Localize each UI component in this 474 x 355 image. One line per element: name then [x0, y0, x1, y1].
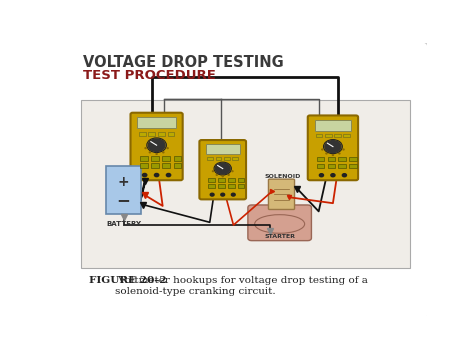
Text: VOLTAGE DROP TESTING: VOLTAGE DROP TESTING [83, 55, 284, 70]
Circle shape [156, 153, 157, 154]
Bar [325, 134, 331, 137]
Bar [216, 157, 221, 160]
Circle shape [166, 174, 171, 177]
Bar [206, 144, 240, 154]
Bar [208, 178, 215, 182]
Circle shape [343, 149, 344, 150]
Bar [218, 184, 225, 188]
Circle shape [148, 139, 165, 151]
Bar [315, 120, 351, 131]
Bar [228, 178, 235, 182]
Bar [208, 184, 215, 188]
FancyBboxPatch shape [268, 179, 294, 209]
Circle shape [342, 174, 346, 177]
Bar [151, 163, 159, 168]
Bar [139, 132, 146, 136]
Circle shape [221, 193, 225, 196]
Bar [151, 156, 159, 160]
Circle shape [167, 148, 168, 149]
Bar [168, 132, 174, 136]
FancyBboxPatch shape [54, 41, 428, 320]
Bar [173, 156, 181, 160]
Bar [338, 157, 346, 162]
Text: −: − [117, 191, 130, 209]
Circle shape [149, 152, 150, 153]
Circle shape [210, 193, 214, 196]
Bar [328, 164, 335, 168]
Bar [232, 157, 238, 160]
Circle shape [163, 152, 164, 153]
FancyBboxPatch shape [130, 113, 182, 180]
Bar [158, 132, 165, 136]
Bar [328, 157, 335, 162]
Text: Voltmeter hookups for voltage drop testing of a
solenoid-type cranking circuit.: Voltmeter hookups for voltage drop testi… [115, 276, 368, 296]
Bar [338, 164, 346, 168]
Bar [317, 157, 324, 162]
Circle shape [145, 148, 146, 149]
Bar [224, 157, 230, 160]
Bar [334, 134, 341, 137]
Circle shape [326, 153, 327, 154]
Bar [344, 134, 350, 137]
FancyBboxPatch shape [248, 205, 311, 241]
FancyBboxPatch shape [308, 115, 358, 180]
Bar [82, 100, 410, 268]
Bar [238, 184, 245, 188]
Text: FIGURE 20–2: FIGURE 20–2 [89, 276, 166, 285]
Bar [349, 157, 356, 162]
Text: SOLENOID: SOLENOID [265, 174, 301, 179]
Circle shape [332, 154, 334, 155]
Bar [162, 156, 170, 160]
Circle shape [222, 176, 223, 177]
Circle shape [339, 153, 340, 154]
Circle shape [319, 174, 324, 177]
Circle shape [143, 174, 147, 177]
Bar [316, 134, 322, 137]
Circle shape [231, 193, 235, 196]
Bar [207, 157, 213, 160]
Ellipse shape [255, 215, 305, 233]
Bar [162, 163, 170, 168]
Bar [238, 178, 245, 182]
Circle shape [322, 149, 323, 150]
Circle shape [215, 163, 230, 174]
Text: TEST PROCEDURE: TEST PROCEDURE [83, 69, 216, 82]
Bar [137, 117, 176, 129]
Circle shape [155, 174, 159, 177]
FancyBboxPatch shape [200, 140, 246, 200]
Bar [173, 163, 181, 168]
Bar [317, 164, 324, 168]
Bar [140, 156, 147, 160]
Text: BATTERY: BATTERY [106, 221, 141, 227]
Bar [140, 163, 147, 168]
Circle shape [325, 141, 341, 153]
Bar [349, 164, 356, 168]
Bar [218, 178, 225, 182]
Text: STARTER: STARTER [264, 234, 295, 239]
Circle shape [331, 174, 335, 177]
Text: +: + [118, 175, 129, 189]
Bar [228, 184, 235, 188]
Bar [106, 166, 141, 214]
Bar [148, 132, 155, 136]
